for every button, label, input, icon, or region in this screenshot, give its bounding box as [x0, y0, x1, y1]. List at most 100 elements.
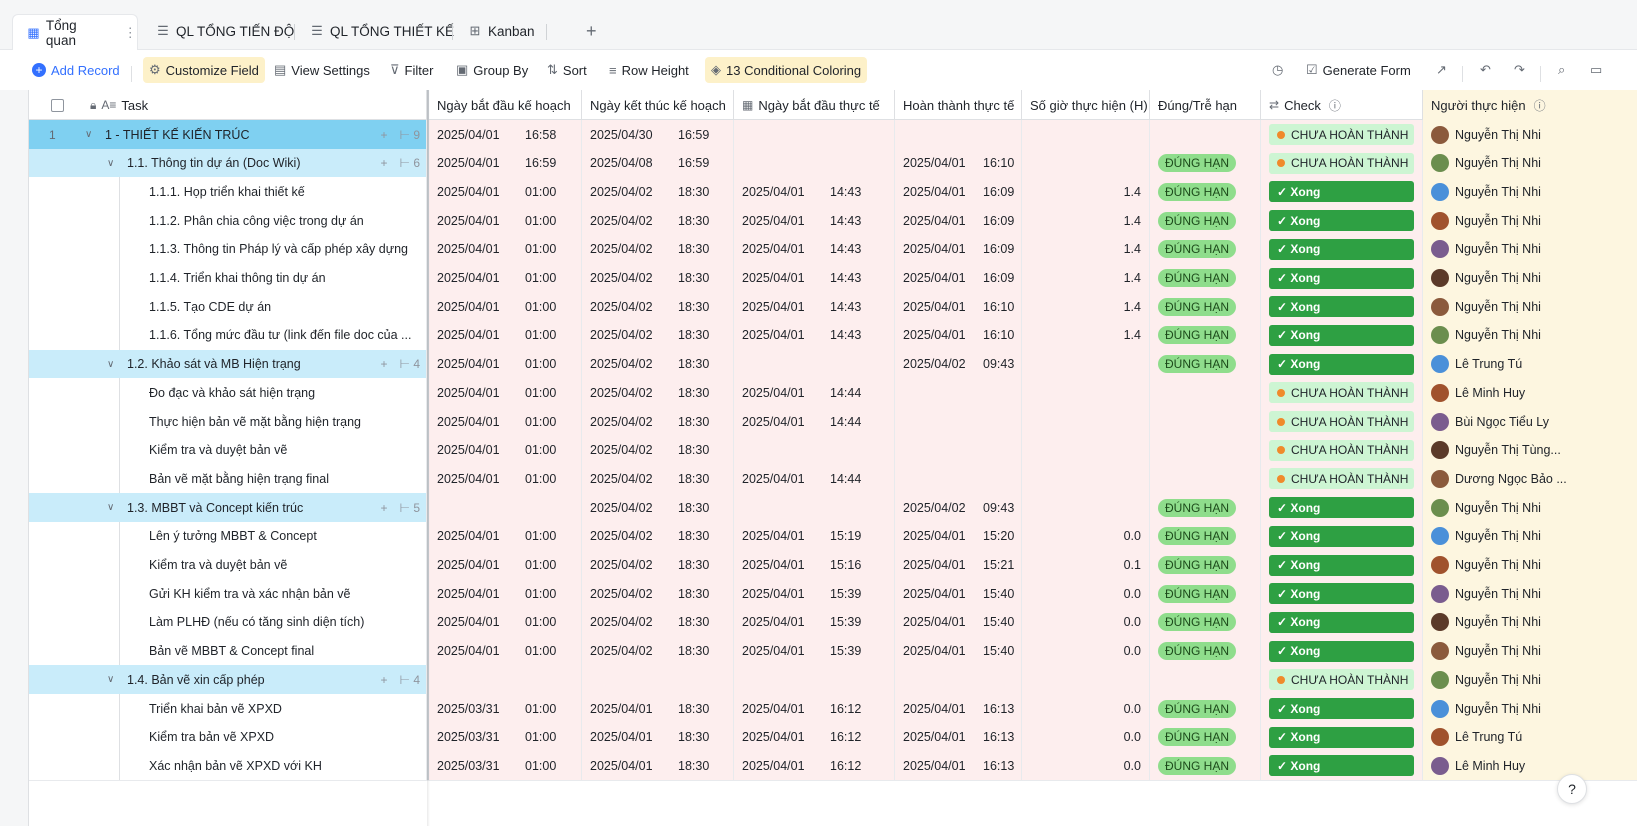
assignee-cell[interactable]: Nguyễn Thị Nhi: [1423, 177, 1637, 207]
redo-button[interactable]: ↷: [1508, 57, 1536, 83]
column-header-assignee[interactable]: Người thực hiện ⓘ: [1423, 90, 1637, 120]
hours-cell[interactable]: 1.4: [1022, 234, 1150, 264]
ontime-cell[interactable]: [1150, 407, 1261, 436]
table-row[interactable]: Bản vẽ MBBT & Concept final 2025/04/01 01:…: [29, 636, 1637, 667]
info-icon[interactable]: ⓘ: [1533, 98, 1546, 113]
actual-done-cell[interactable]: 2025/04/01 16:10: [895, 320, 1022, 350]
plan-start-cell[interactable]: 2025/04/01 01:00: [427, 435, 582, 465]
column-header-ontime[interactable]: Đúng/Trễ hạn: [1150, 90, 1261, 120]
actual-start-cell[interactable]: 2025/04/01 14:44: [734, 378, 895, 408]
hours-cell[interactable]: 0.1: [1022, 550, 1150, 580]
plan-end-cell[interactable]: 2025/04/01 18:30: [582, 751, 734, 781]
table-row[interactable]: Gửi KH kiểm tra và xác nhận bản vẽ 2025/0…: [29, 579, 1637, 610]
actual-start-cell[interactable]: 2025/04/01 14:43: [734, 206, 895, 236]
task-cell[interactable]: ∨ 1.3. MBBT và Concept kiến trúc + ⊢ 5: [29, 493, 427, 523]
actual-done-cell[interactable]: 2025/04/01 16:09: [895, 177, 1022, 207]
actual-start-cell[interactable]: 2025/04/01 14:43: [734, 292, 895, 322]
task-cell[interactable]: Kiểm tra và duyệt bản vẽ: [29, 550, 427, 580]
hours-cell[interactable]: 0.0: [1022, 521, 1150, 551]
assignee-cell[interactable]: Nguyễn Thị Nhi: [1423, 694, 1637, 723]
plan-start-cell[interactable]: 2025/04/01 01:00: [427, 636, 582, 666]
check-cell[interactable]: CHƯA HOÀN THÀNH: [1261, 407, 1423, 436]
hours-cell[interactable]: [1022, 378, 1150, 408]
plan-start-cell[interactable]: 2025/04/01 01:00: [427, 407, 582, 436]
plan-end-cell[interactable]: 2025/04/02 18:30: [582, 636, 734, 666]
ontime-cell[interactable]: ĐÚNG HẠN: [1150, 234, 1261, 264]
check-cell[interactable]: ✓ Xong: [1261, 292, 1423, 322]
actual-done-cell[interactable]: [895, 407, 1022, 436]
assignee-cell[interactable]: Nguyễn Thị Nhi: [1423, 521, 1637, 551]
plan-end-cell[interactable]: 2025/04/02 18:30: [582, 292, 734, 322]
assignee-cell[interactable]: Nguyễn Thị Tùng...: [1423, 435, 1637, 465]
actual-done-cell[interactable]: 2025/04/01 15:40: [895, 636, 1022, 666]
actual-done-cell[interactable]: 2025/04/02 09:43: [895, 349, 1022, 379]
filter-button[interactable]: ⊽ Filter: [384, 57, 439, 83]
plan-end-cell[interactable]: 2025/04/01 18:30: [582, 722, 734, 752]
sort-button[interactable]: ⇅ Sort: [541, 57, 593, 83]
assignee-cell[interactable]: Lê Minh Huy: [1423, 378, 1637, 408]
actual-done-cell[interactable]: 2025/04/01 16:13: [895, 694, 1022, 723]
ontime-cell[interactable]: ĐÚNG HẠN: [1150, 292, 1261, 322]
add-record-button[interactable]: + Add Record: [26, 57, 126, 83]
actual-done-cell[interactable]: 2025/04/01 16:10: [895, 148, 1022, 178]
table-row[interactable]: Kiểm tra và duyệt bản vẽ 2025/04/01 01:00 2…: [29, 550, 1637, 581]
assignee-cell[interactable]: Nguyễn Thị Nhi: [1423, 120, 1637, 149]
plan-start-cell[interactable]: 2025/04/01 01:00: [427, 579, 582, 609]
task-cell[interactable]: 1.1.6. Tổng mức đầu tư (link đến file do…: [29, 320, 427, 350]
plan-end-cell[interactable]: 2025/04/02 18:30: [582, 263, 734, 293]
ontime-cell[interactable]: ĐÚNG HẠN: [1150, 722, 1261, 752]
assignee-cell[interactable]: Lê Trung Tú: [1423, 349, 1637, 379]
plan-start-cell[interactable]: 2025/04/01 01:00: [427, 607, 582, 637]
ontime-cell[interactable]: ĐÚNG HẠN: [1150, 206, 1261, 236]
hours-cell[interactable]: [1022, 407, 1150, 436]
actual-start-cell[interactable]: 2025/04/01 15:39: [734, 607, 895, 637]
collapse-chevron-icon[interactable]: ∨: [107, 674, 115, 686]
plan-end-cell[interactable]: 2025/04/30 16:59: [582, 120, 734, 149]
assignee-cell[interactable]: Nguyễn Thị Nhi: [1423, 579, 1637, 609]
plan-end-cell[interactable]: 2025/04/08 16:59: [582, 148, 734, 178]
add-child-icon[interactable]: +: [380, 672, 388, 687]
plan-end-cell[interactable]: 2025/04/01 18:30: [582, 694, 734, 723]
hours-cell[interactable]: [1022, 349, 1150, 379]
hours-cell[interactable]: 1.4: [1022, 320, 1150, 350]
plan-start-cell[interactable]: 2025/04/01 16:58: [427, 120, 582, 149]
actual-done-cell[interactable]: 2025/04/01 16:09: [895, 234, 1022, 264]
task-cell[interactable]: 1.1.4. Triển khai thông tin dự án: [29, 263, 427, 293]
assignee-cell[interactable]: Nguyễn Thị Nhi: [1423, 493, 1637, 523]
hours-cell[interactable]: 0.0: [1022, 607, 1150, 637]
task-cell[interactable]: Đo đạc và khảo sát hiện trạng: [29, 378, 427, 408]
actual-done-cell[interactable]: 2025/04/02 09:43: [895, 493, 1022, 523]
task-cell[interactable]: 1 ∨ 1 - THIẾT KẾ KIẾN TRÚC + ⊢ 9: [29, 120, 427, 149]
task-cell[interactable]: Làm PLHĐ (nếu có tăng sinh diện tích): [29, 607, 427, 637]
actual-done-cell[interactable]: [895, 378, 1022, 408]
ontime-cell[interactable]: ĐÚNG HẠN: [1150, 493, 1261, 523]
hours-cell[interactable]: 0.0: [1022, 636, 1150, 666]
check-cell[interactable]: ✓ Xong: [1261, 607, 1423, 637]
add-child-icon[interactable]: +: [380, 156, 388, 171]
tab-more-icon[interactable]: ⋮: [123, 24, 138, 40]
table-row[interactable]: Thực hiện bản vẽ mặt bằng hiện trạng 2025…: [29, 407, 1637, 437]
plan-start-cell[interactable]: 2025/04/01 01:00: [427, 464, 582, 494]
ontime-cell[interactable]: ĐÚNG HẠN: [1150, 607, 1261, 637]
customize-field-button[interactable]: ⚙ Customize Field: [143, 57, 265, 83]
check-cell[interactable]: ✓ Xong: [1261, 234, 1423, 264]
check-cell[interactable]: ✓ Xong: [1261, 636, 1423, 666]
collapse-chevron-icon[interactable]: ∨: [107, 358, 115, 370]
task-cell[interactable]: Triển khai bản vẽ XPXD: [29, 694, 427, 723]
actual-done-cell[interactable]: 2025/04/01 16:10: [895, 292, 1022, 322]
actual-done-cell[interactable]: [895, 464, 1022, 494]
plan-start-cell[interactable]: 2025/04/01 01:00: [427, 206, 582, 236]
check-cell[interactable]: ✓ Xong: [1261, 722, 1423, 752]
ontime-cell[interactable]: ĐÚNG HẠN: [1150, 521, 1261, 551]
conditional-coloring-button[interactable]: ◈ 13 Conditional Coloring: [705, 57, 868, 83]
assignee-cell[interactable]: Nguyễn Thị Nhi: [1423, 320, 1637, 350]
actual-done-cell[interactable]: [895, 120, 1022, 149]
hours-cell[interactable]: [1022, 148, 1150, 178]
group-row[interactable]: ∨ 1.2. Khảo sát và MB Hiện trạng + ⊢ 4 2025/…: [29, 349, 1637, 380]
check-cell[interactable]: ✓ Xong: [1261, 579, 1423, 609]
check-cell[interactable]: CHƯA HOÀN THÀNH: [1261, 120, 1423, 149]
actual-done-cell[interactable]: [895, 435, 1022, 465]
plan-start-cell[interactable]: 2025/04/01 01:00: [427, 263, 582, 293]
plan-end-cell[interactable]: [582, 665, 734, 695]
assignee-cell[interactable]: Nguyễn Thị Nhi: [1423, 292, 1637, 322]
